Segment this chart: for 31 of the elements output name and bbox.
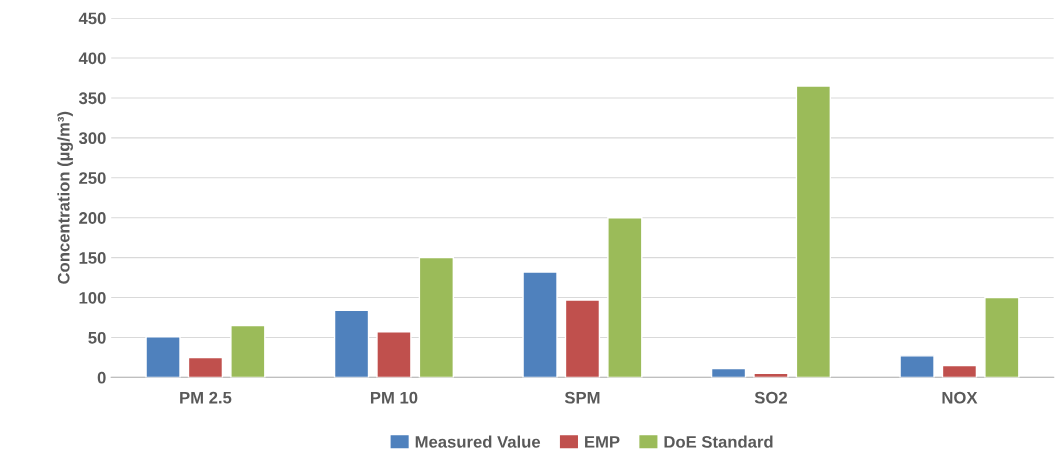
y-tick-label: 200 — [79, 212, 106, 224]
bar — [564, 299, 601, 378]
legend-label: Measured Value — [415, 435, 541, 448]
bar — [710, 367, 747, 378]
y-tick-label: 0 — [97, 371, 106, 384]
x-tick-label: SO2 — [754, 391, 787, 404]
bar — [145, 335, 181, 378]
y-tick-label: 150 — [79, 252, 106, 264]
y-axis-title: Concentration (µg/m³) — [57, 111, 73, 284]
bar — [187, 356, 224, 378]
bar — [230, 324, 266, 378]
y-tick-label: 450 — [78, 12, 106, 25]
x-tick-label: NOX — [942, 391, 978, 404]
legend-label: EMP — [585, 436, 620, 448]
y-tick-label: 50 — [88, 331, 106, 344]
bar — [376, 331, 412, 378]
bar — [333, 309, 370, 378]
y-tick-label: 300 — [78, 132, 106, 145]
y-tick-label: 100 — [79, 291, 106, 304]
y-tick-label: 350 — [78, 92, 106, 105]
x-tick-label: PM 2.5 — [180, 391, 232, 404]
bar — [522, 271, 558, 378]
y-tick-label: 400 — [78, 52, 106, 65]
bar — [607, 217, 643, 378]
legend-label: DoE Standard — [664, 435, 773, 448]
bar — [418, 256, 455, 378]
x-tick-label: SPM — [564, 391, 600, 404]
bar — [984, 296, 1020, 378]
x-tick-label: PM 10 — [370, 391, 418, 404]
y-tick-label: 250 — [79, 172, 106, 184]
bar — [795, 85, 832, 378]
